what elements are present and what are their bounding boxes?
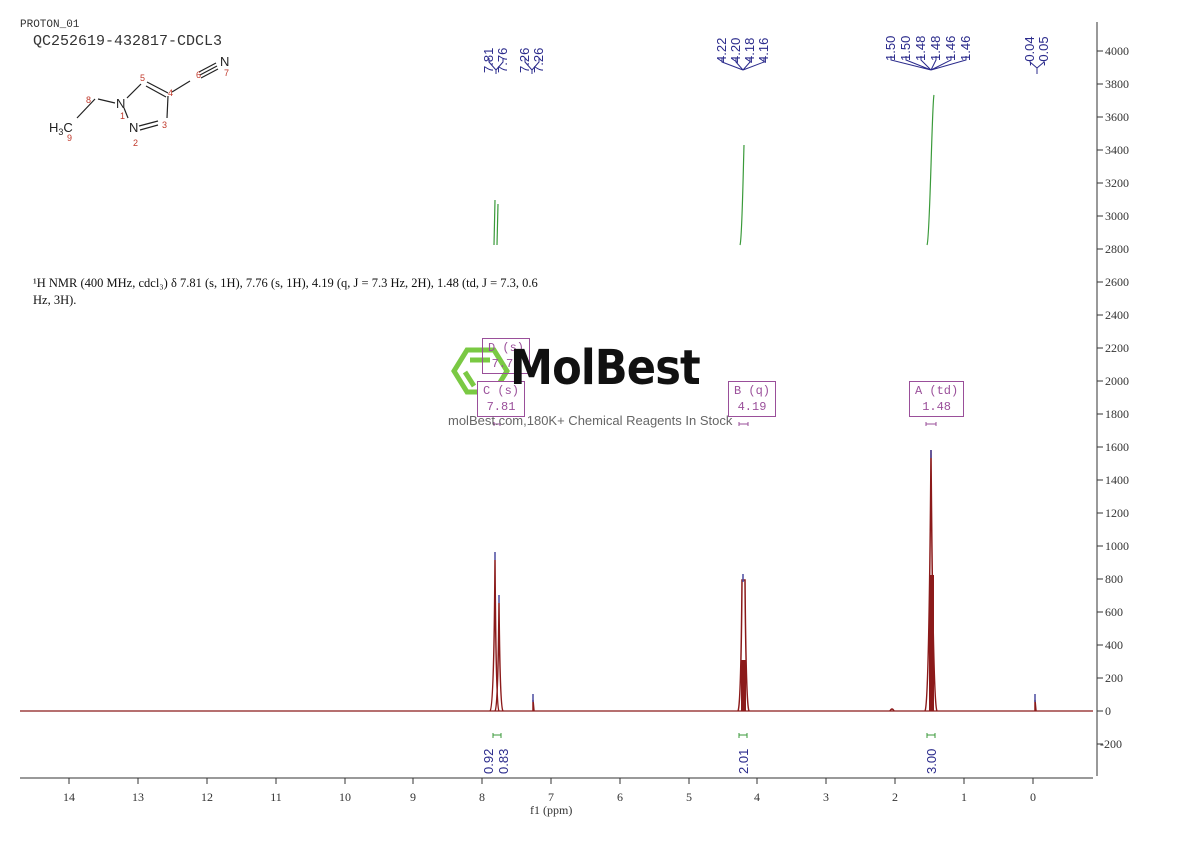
svg-text:H3C: H3C bbox=[49, 120, 73, 137]
sample-name: QC252619-432817-CDCL3 bbox=[33, 33, 223, 50]
atom-N2: N bbox=[129, 120, 138, 135]
svg-text:8: 8 bbox=[86, 95, 91, 105]
atom-N7: N bbox=[220, 54, 229, 69]
multiplet-markers bbox=[493, 422, 937, 426]
svg-text:5: 5 bbox=[140, 73, 145, 83]
svg-text:7: 7 bbox=[224, 68, 229, 78]
peak-markers bbox=[494, 450, 1036, 702]
multiplet-box-C: C (s) 7.81 bbox=[477, 381, 526, 417]
svg-text:1: 1 bbox=[120, 111, 125, 121]
x-axis-label: f1 (ppm) bbox=[530, 803, 573, 817]
atom-N1: N bbox=[116, 96, 125, 111]
molbest-watermark: MolBest bbox=[510, 340, 701, 396]
integral-curves bbox=[493, 94, 935, 246]
integral-label: 0.92 bbox=[481, 748, 496, 774]
integral-label: 2.01 bbox=[736, 748, 751, 774]
integral-brackets bbox=[492, 733, 936, 738]
multiplet-box-B: B (q) 4.19 bbox=[728, 381, 777, 417]
multiplet-box-A: A (td) 1.48 bbox=[909, 381, 965, 417]
svg-text:3: 3 bbox=[162, 120, 167, 130]
svg-text:6: 6 bbox=[196, 70, 201, 80]
svg-text:4: 4 bbox=[168, 88, 173, 98]
multiplet-box-D: D (s) 7.76 bbox=[482, 338, 531, 374]
integral-label: 3.00 bbox=[924, 748, 939, 774]
molbest-tagline: molBest.com,180K+ Chemical Reagents In S… bbox=[448, 413, 733, 428]
svg-text:2: 2 bbox=[133, 138, 138, 148]
x-axis bbox=[20, 777, 1093, 784]
y-axis bbox=[1096, 22, 1103, 776]
nmr-assignment: ¹H NMR (400 MHz, cdcl₃) δ 7.81 (s, 1H), … bbox=[33, 276, 538, 307]
peak-connectors bbox=[488, 56, 1045, 74]
spectrum-peaks bbox=[489, 449, 1037, 712]
experiment-name: PROTON_01 bbox=[20, 19, 80, 31]
molecule-structure: N N N H3C 1 2 3 4 5 6 7 8 9 bbox=[49, 54, 229, 148]
svg-text:9: 9 bbox=[67, 133, 72, 143]
integral-label: 0.83 bbox=[496, 748, 511, 774]
